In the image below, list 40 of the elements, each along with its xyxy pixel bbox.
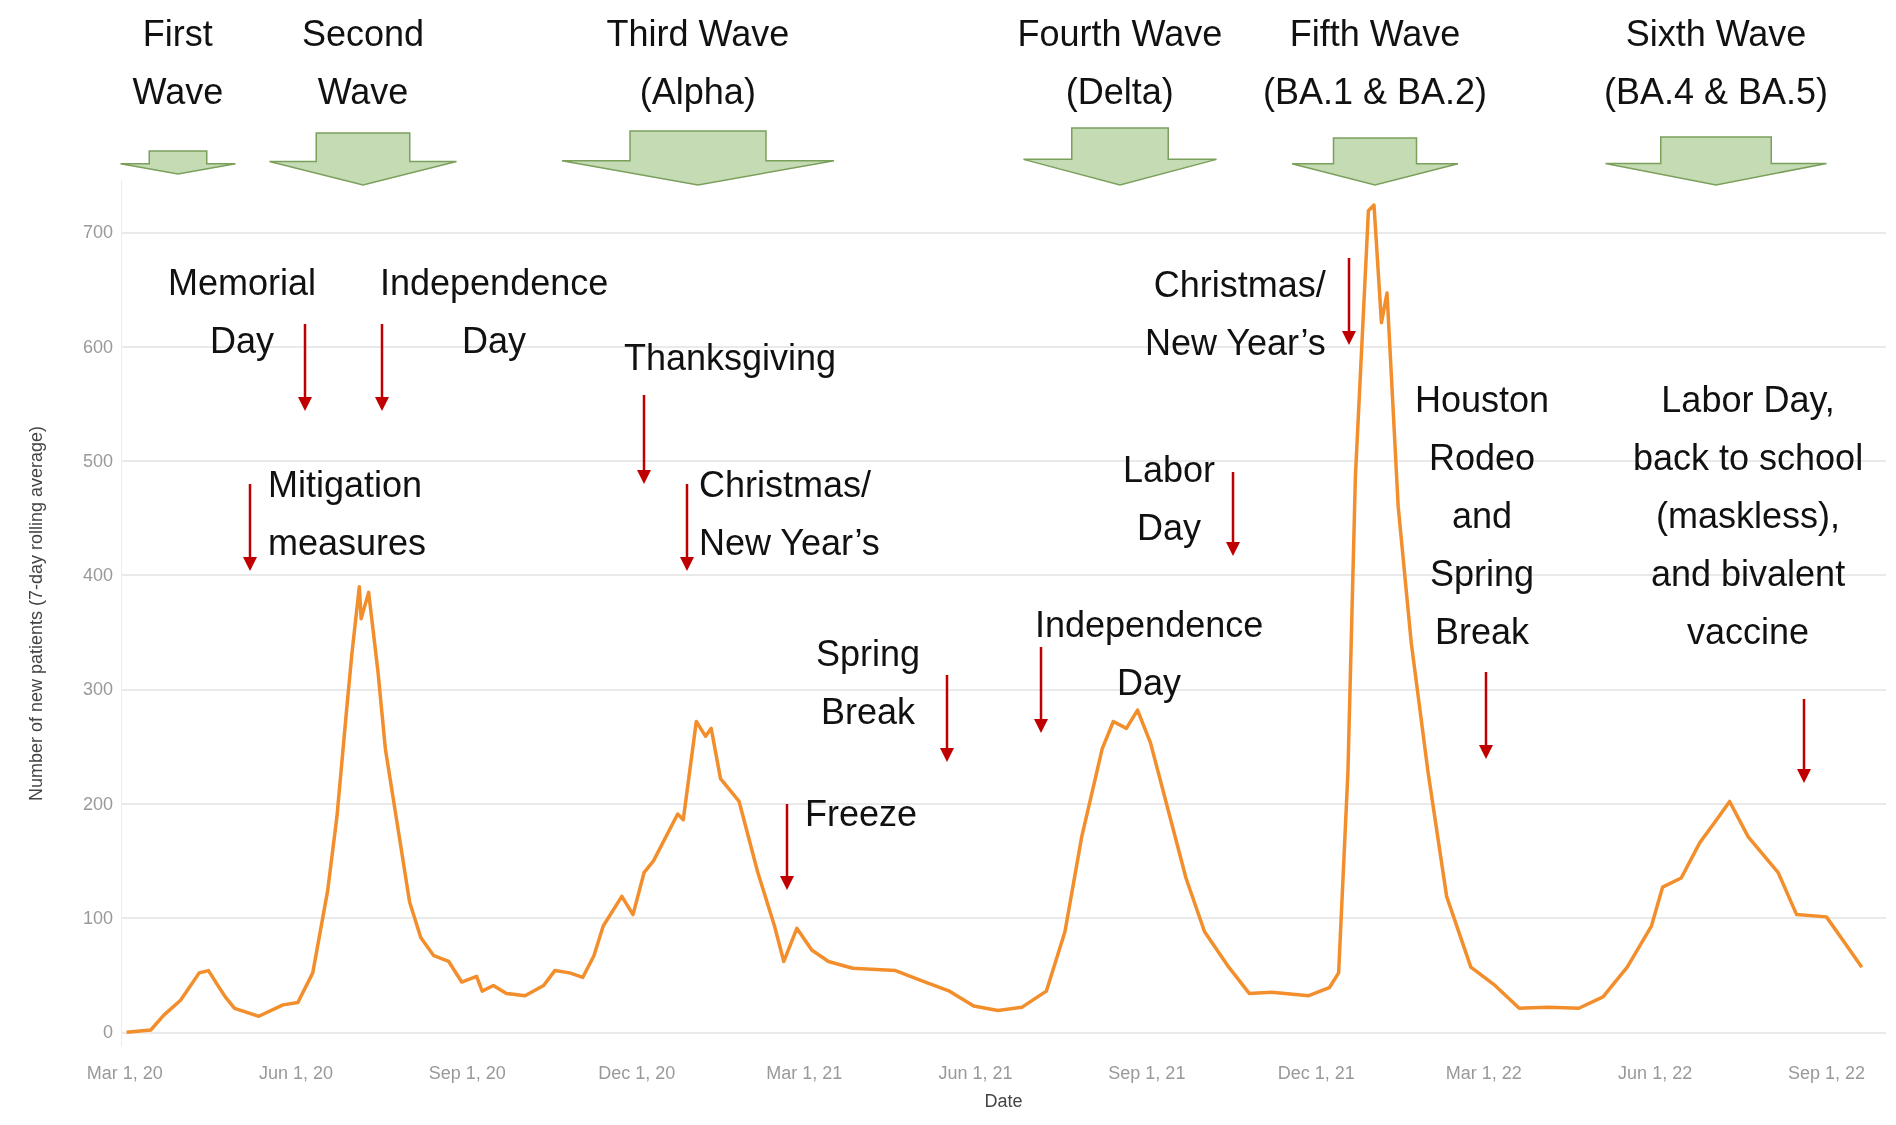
annotation: Christmas/ New Year’s bbox=[1145, 263, 1326, 365]
annotation: Spring Break bbox=[816, 632, 921, 734]
annotation: Mitigation measures bbox=[268, 463, 427, 565]
y-tick-label: 300 bbox=[82, 679, 113, 700]
text: First Wave bbox=[132, 12, 224, 114]
annotation: Christmas/ New Year’s bbox=[699, 463, 880, 565]
y-tick-label: 100 bbox=[82, 908, 113, 929]
annotation: Houston Rodeo and Spring Break bbox=[1415, 378, 1550, 654]
text: Third Wave (Alpha) bbox=[606, 12, 790, 114]
annotation: Freeze bbox=[805, 792, 918, 836]
y-tick-label: 600 bbox=[82, 336, 113, 357]
x-tick-label: Jun 1, 22 bbox=[1618, 1063, 1693, 1083]
x-tick-label: Mar 1, 22 bbox=[1445, 1063, 1522, 1083]
text: Fifth Wave (BA.1 & BA.2) bbox=[1263, 12, 1488, 114]
y-axis-title: Number of new patients (7-day rolling average) bbox=[26, 425, 46, 802]
text: Second Wave bbox=[302, 12, 425, 114]
x-tick-label: Dec 1, 20 bbox=[598, 1063, 676, 1083]
x-axis-title: Date bbox=[984, 1091, 1023, 1111]
annotation: Independence Day bbox=[1035, 603, 1264, 705]
text: Sixth Wave (BA.4 & BA.5) bbox=[1604, 12, 1829, 114]
x-tick-label: Mar 1, 20 bbox=[86, 1063, 163, 1083]
annotation: Memorial Day bbox=[168, 261, 317, 363]
x-tick-label: Dec 1, 21 bbox=[1277, 1063, 1355, 1083]
y-tick-label: 400 bbox=[82, 565, 113, 586]
annotation: Thanksgiving bbox=[624, 336, 837, 380]
annotation: Labor Day bbox=[1123, 448, 1216, 550]
y-tick-label: 700 bbox=[82, 222, 113, 243]
line-series bbox=[124, 203, 1864, 1035]
x-tick-label: Sep 1, 21 bbox=[1108, 1063, 1186, 1083]
x-tick-label: Jun 1, 20 bbox=[258, 1063, 334, 1083]
x-tick-label: Sep 1, 22 bbox=[1787, 1063, 1865, 1083]
y-tick-label: 0 bbox=[102, 1022, 113, 1043]
y-tick-label: 200 bbox=[82, 793, 113, 814]
x-tick-label: Jun 1, 21 bbox=[938, 1063, 1013, 1083]
x-tick-label: Sep 1, 20 bbox=[428, 1063, 506, 1083]
x-tick-label: Mar 1, 21 bbox=[766, 1063, 843, 1083]
annotation: Labor Day, back to school (maskless), and bivalent vaccine bbox=[1633, 378, 1864, 654]
text: Fourth Wave (Delta) bbox=[1017, 12, 1223, 114]
y-tick-label: 500 bbox=[82, 450, 113, 471]
annotation: Independence Day bbox=[380, 261, 609, 363]
